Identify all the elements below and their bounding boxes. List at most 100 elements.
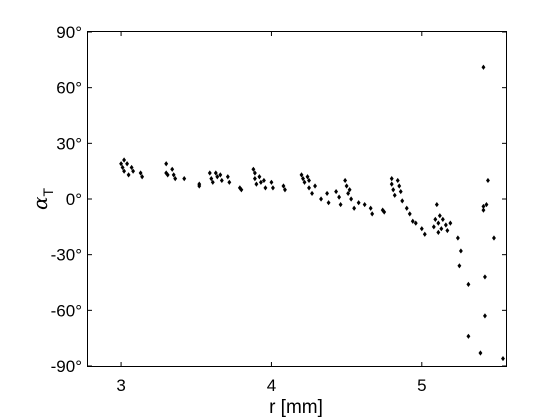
data-point xyxy=(362,201,367,208)
data-point xyxy=(261,177,266,184)
data-point xyxy=(440,216,445,223)
data-point xyxy=(419,226,424,232)
data-point xyxy=(481,203,486,210)
data-point xyxy=(173,175,178,182)
y-tick-label: 60° xyxy=(56,79,82,98)
data-point xyxy=(455,235,460,241)
data-point xyxy=(299,172,304,178)
data-point xyxy=(129,164,134,171)
data-point xyxy=(254,181,259,187)
data-point xyxy=(458,248,463,254)
data-point xyxy=(343,177,348,184)
data-point xyxy=(197,183,202,189)
data-point xyxy=(410,218,415,224)
data-point xyxy=(131,168,136,174)
data-point xyxy=(422,231,427,237)
data-point xyxy=(225,174,230,180)
data-point xyxy=(307,177,311,184)
data-point xyxy=(437,213,442,219)
data-point xyxy=(433,216,438,223)
x-tick-label: 5 xyxy=(417,376,426,395)
data-point xyxy=(218,172,223,178)
data-point xyxy=(305,174,310,180)
data-point xyxy=(368,205,373,211)
data-point xyxy=(182,175,187,182)
data-point xyxy=(140,174,145,180)
data-point xyxy=(122,168,127,174)
data-point xyxy=(258,179,263,185)
data-point xyxy=(164,161,169,167)
data-point xyxy=(207,170,212,176)
data-point xyxy=(337,194,342,200)
data-point xyxy=(398,188,403,195)
data-point xyxy=(170,166,175,172)
data-point xyxy=(397,183,402,189)
axis-tick-labels: 3 4 5 90° 60° 30° 0° -30° -60° -90° xyxy=(51,23,427,395)
data-point xyxy=(307,185,311,191)
data-point xyxy=(407,211,412,217)
data-point xyxy=(457,263,462,269)
data-point xyxy=(344,183,349,189)
data-point xyxy=(334,188,339,195)
data-point xyxy=(382,209,387,215)
data-point xyxy=(219,177,224,184)
data-point xyxy=(301,175,305,182)
data-point xyxy=(448,220,453,226)
data-point xyxy=(481,207,486,213)
data-point xyxy=(466,281,471,287)
data-point xyxy=(251,166,256,172)
data-point xyxy=(125,161,130,167)
data-point xyxy=(352,205,357,211)
data-point xyxy=(431,224,436,230)
y-axis-label-symbol: α xyxy=(28,196,52,210)
data-point xyxy=(501,355,505,362)
data-point xyxy=(478,350,483,356)
data-point xyxy=(445,227,450,234)
data-point xyxy=(281,183,286,189)
data-point xyxy=(119,161,124,167)
data-point xyxy=(356,200,361,206)
data-point xyxy=(239,187,244,193)
data-point xyxy=(443,222,448,228)
data-point xyxy=(389,175,394,182)
data-point xyxy=(391,187,396,193)
data-point xyxy=(395,177,400,184)
data-point xyxy=(209,175,214,182)
data-point xyxy=(252,175,257,182)
data-point xyxy=(210,179,215,185)
data-point xyxy=(370,211,375,217)
data-point xyxy=(481,64,486,70)
data-point xyxy=(439,226,444,232)
data-point xyxy=(252,170,257,176)
data-point xyxy=(346,190,351,197)
data-point xyxy=(347,187,352,193)
data-point xyxy=(436,229,441,235)
data-point xyxy=(302,179,307,185)
y-axis-label-subscript: T xyxy=(40,188,56,197)
data-point xyxy=(138,170,143,176)
plot-area-frame xyxy=(87,31,507,367)
data-points xyxy=(119,64,505,362)
data-point xyxy=(270,185,275,191)
data-point xyxy=(484,201,489,208)
y-tick-label: -30° xyxy=(51,246,82,265)
svg-text:αT: αT xyxy=(28,188,56,211)
data-point xyxy=(486,177,490,184)
data-point xyxy=(392,192,397,198)
data-point xyxy=(492,235,496,241)
data-point xyxy=(400,198,405,204)
y-tick-label: 0° xyxy=(66,190,82,209)
data-point xyxy=(213,170,218,176)
data-point xyxy=(389,181,394,187)
data-point xyxy=(126,172,131,178)
x-tick-label: 3 xyxy=(116,376,125,395)
y-axis-label: αT xyxy=(28,188,56,211)
data-point xyxy=(215,174,220,180)
data-point xyxy=(310,190,314,197)
data-point xyxy=(171,172,176,178)
data-point xyxy=(122,157,127,163)
data-point xyxy=(482,274,487,280)
data-point xyxy=(413,220,418,226)
data-point xyxy=(404,205,409,211)
